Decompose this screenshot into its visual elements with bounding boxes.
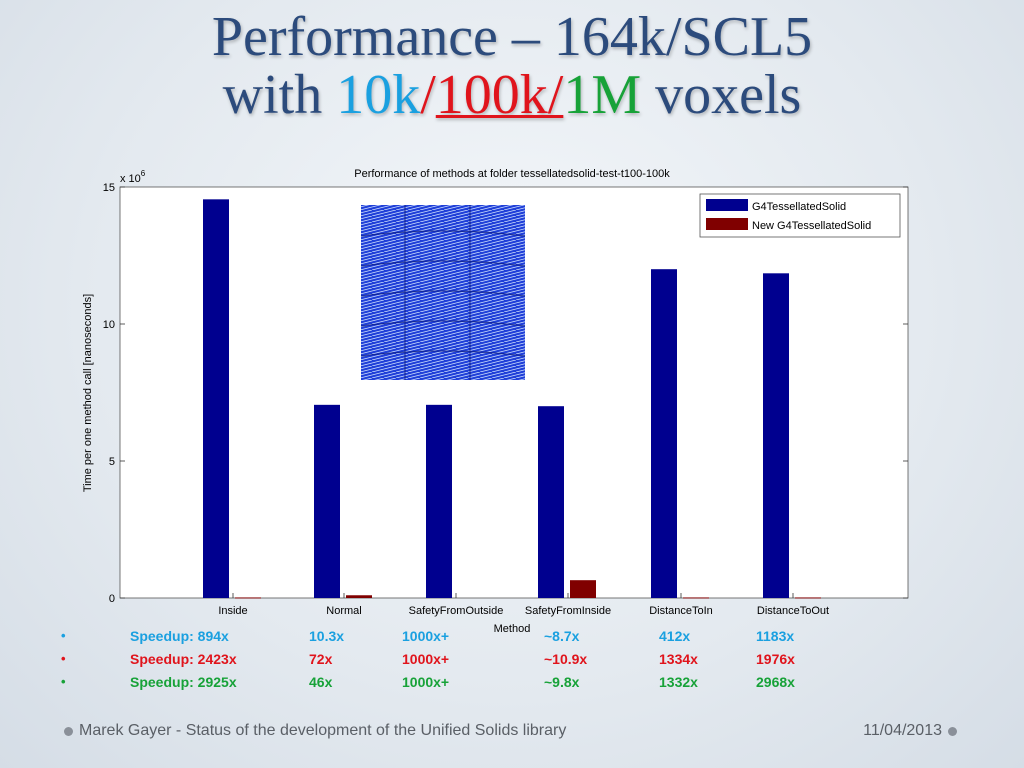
- y-tick-label: 5: [109, 456, 115, 468]
- bullet: •: [61, 651, 66, 666]
- bar-new-distancetoin: [683, 597, 709, 599]
- legend-label-g4: G4TessellatedSolid: [752, 201, 846, 213]
- title-10k: 10k: [336, 64, 421, 126]
- bullet: •: [61, 674, 66, 689]
- speedup-normal: 10.3x: [309, 628, 345, 644]
- speedup-normal: 72x: [309, 651, 333, 667]
- bar-new-safetyfrominside: [570, 580, 596, 598]
- bar-g4-safetyfrominside: [538, 406, 564, 598]
- y-tick-label: 10: [103, 319, 115, 331]
- bar-g4-distancetoout: [763, 273, 789, 598]
- legend: G4TessellatedSolid New G4TessellatedSoli…: [699, 193, 901, 238]
- speedup-distance-out: 1183x: [756, 628, 795, 644]
- speedup-distance-out: 2968x: [756, 674, 795, 690]
- speedup-label: Speedup: 2423x: [130, 651, 237, 667]
- x-tick-label-distancetoout: DistanceToOut: [757, 605, 829, 617]
- slide-title: Performance – 164k/SCL5 with 10k/100k/1M…: [0, 8, 1024, 124]
- legend-swatch-new: [706, 218, 748, 230]
- bar-g4-distancetoin: [651, 269, 677, 598]
- bar-new-normal: [346, 595, 372, 598]
- speedup-safety-inside: ~8.7x: [544, 628, 580, 644]
- x-axis-label: Method: [494, 623, 531, 635]
- bar-g4-safetyfromoutside: [426, 404, 452, 598]
- speedup-safety-outside: 1000x+: [402, 674, 450, 690]
- title-voxels: voxels: [641, 64, 802, 126]
- bullet: •: [61, 628, 66, 643]
- x-tick-label-safetyfromoutside: SafetyFromOutside: [409, 605, 504, 617]
- footer-date: 11/04/2013: [863, 722, 942, 739]
- bar-g4-inside: [203, 199, 229, 598]
- speedup-distance-out: 1976x: [756, 651, 795, 667]
- title-line-2: with 10k/100k/1M voxels: [0, 66, 1024, 124]
- bar-g4-normal: [314, 404, 340, 598]
- y-axis-label: Time per one method call [nanoseconds]: [82, 294, 94, 492]
- x-tick-label-safetyfrominside: SafetyFromInside: [525, 605, 611, 617]
- x-tick-label-inside: Inside: [218, 605, 247, 617]
- title-slash: /: [420, 64, 436, 126]
- title-100k: 100k/: [435, 64, 564, 126]
- footer-text: Marek Gayer - Status of the development …: [79, 722, 567, 739]
- speedup-row-1m: • Speedup: 2925x 46x 1000x+ ~9.8x 1332x …: [0, 674, 1024, 694]
- speedup-normal: 46x: [309, 674, 333, 690]
- speedup-distance-in: 1334x: [659, 651, 698, 667]
- y-tick-label: 0: [109, 593, 115, 605]
- chart-title: Performance of methods at folder tessell…: [354, 168, 670, 180]
- speedup-safety-outside: 1000x+: [402, 651, 450, 667]
- x-tick-label-distancetoin: DistanceToIn: [649, 605, 713, 617]
- legend-swatch-g4: [706, 199, 748, 211]
- footer: Marek Gayer - Status of the development …: [0, 722, 1024, 744]
- tessellated-solid-image: [360, 205, 526, 380]
- speedup-safety-inside: ~9.8x: [544, 674, 580, 690]
- speedup-label: Speedup: 894x: [130, 628, 229, 644]
- speedup-label: Speedup: 2925x: [130, 674, 237, 690]
- speedup-row-10k: • Speedup: 894x 10.3x 1000x+ ~8.7x 412x …: [0, 628, 1024, 648]
- y-multiplier-base: x 10: [120, 173, 141, 185]
- footer-dot-left: [64, 727, 73, 736]
- bar-new-distancetoout: [795, 597, 821, 599]
- x-tick-label-normal: Normal: [326, 605, 361, 617]
- footer-dot-right: [948, 727, 957, 736]
- speedup-distance-in: 412x: [659, 628, 691, 644]
- speedup-safety-outside: 1000x+: [402, 628, 450, 644]
- y-tick-label: 15: [103, 182, 115, 194]
- speedup-row-100k: • Speedup: 2423x 72x 1000x+ ~10.9x 1334x…: [0, 651, 1024, 671]
- bar-new-inside: [235, 597, 261, 599]
- speedup-distance-in: 1332x: [659, 674, 698, 690]
- title-with: with: [222, 64, 337, 126]
- bar-chart: Performance of methods at folder tessell…: [82, 168, 909, 635]
- y-multiplier-exp: 6: [141, 169, 146, 178]
- legend-label-new: New G4TessellatedSolid: [752, 220, 871, 232]
- speedup-safety-inside: ~10.9x: [544, 651, 588, 667]
- title-1m: 1M: [563, 64, 642, 126]
- y-multiplier: x 106: [120, 169, 146, 185]
- title-line-1: Performance – 164k/SCL5: [211, 6, 813, 68]
